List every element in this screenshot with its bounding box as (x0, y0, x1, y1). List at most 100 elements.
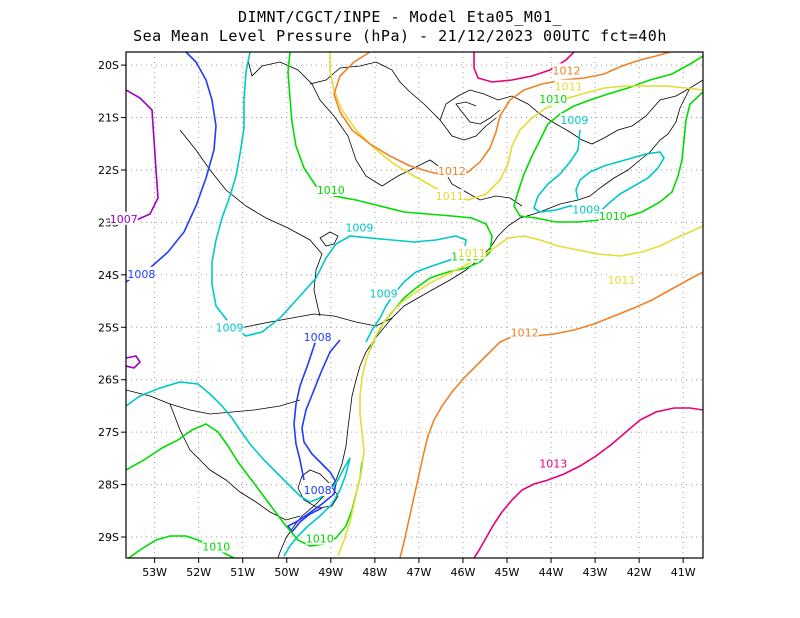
state-border (169, 403, 301, 521)
contour-label: 1012 (552, 64, 580, 77)
contour-label: 1012 (511, 327, 539, 340)
lat-tick-label: 27S (98, 426, 119, 439)
isobar-1013 (473, 52, 575, 83)
contour-label: 1013 (539, 458, 567, 471)
contour-label: 1011 (555, 81, 583, 94)
lat-tick-label: 28S (98, 479, 119, 492)
state-border (309, 61, 497, 141)
lagoon (319, 231, 339, 247)
contour-labels: 1007100810081008100910091009100910091010… (109, 63, 636, 554)
lat-tick-label: 24S (98, 269, 119, 282)
contour-label: 1010 (306, 533, 334, 546)
isobar-1009 (283, 457, 351, 557)
contour-label-bg (303, 329, 332, 343)
isobar-1011 (329, 52, 703, 201)
contour-label-bg (437, 164, 466, 178)
contour-label: 1010 (539, 93, 567, 106)
contour-label-bg (457, 245, 486, 259)
isobar-1009 (533, 129, 665, 213)
contour-label: 1009 (572, 203, 600, 216)
lon-tick-label: 51W (230, 566, 255, 579)
map-grid (126, 52, 703, 558)
contour-label-bg (305, 531, 334, 545)
contour-label-bg (560, 113, 589, 127)
contour-label: 1011 (608, 274, 636, 287)
contour-label: 1012 (438, 165, 466, 178)
contour-label-bg (303, 482, 332, 496)
lon-tick-label: 48W (362, 566, 387, 579)
axis-ticks: 53W 52W 51W 50W 49W 48W 47W 46W 45W 44W 43W 42W 41W 2… (98, 59, 696, 579)
lon-tick-label: 43W (583, 566, 608, 579)
isobar-1007 (126, 355, 142, 369)
state-border (229, 313, 393, 331)
contour-label: 1008 (127, 268, 155, 281)
lon-tick-label: 52W (186, 566, 211, 579)
contour-label-bg (572, 202, 601, 216)
contour-label-bg (316, 182, 345, 196)
isobars (126, 52, 703, 558)
contour-label: 1010 (599, 210, 627, 223)
contour-label: 1011 (436, 190, 464, 203)
isobar-1011 (337, 225, 703, 557)
lon-tick-label: 47W (406, 566, 431, 579)
map-title-line-2: Sea Mean Level Pressure (hPa) - 21/12/20… (133, 27, 667, 45)
contour-label: 1008 (304, 484, 332, 497)
coastline (277, 79, 703, 558)
lat-tick-label: 26S (98, 374, 119, 387)
state-border (179, 129, 323, 317)
lon-tick-label: 46W (451, 566, 476, 579)
map-frame (125, 51, 704, 559)
lat-tick-label: 25S (98, 321, 119, 334)
contour-label-bg (598, 209, 627, 223)
lon-tick-label: 50W (274, 566, 299, 579)
lat-tick-label: 20S (98, 59, 119, 72)
contour-label-bg (127, 266, 156, 280)
isobar-1010 (513, 55, 703, 223)
contour-label: 1011 (458, 247, 486, 260)
lat-tick-label: 29S (98, 531, 119, 544)
contour-label: 1008 (304, 331, 332, 344)
contour-label-bg (109, 211, 138, 225)
contour-label-bg (539, 456, 568, 470)
isobar-1012 (399, 271, 703, 558)
contour-label-bg (510, 325, 539, 339)
contour-label-bg (215, 320, 244, 334)
state-border (439, 87, 691, 145)
lat-tick-label: 22S (98, 164, 119, 177)
lon-tick-label: 44W (539, 566, 564, 579)
lon-tick-label: 49W (318, 566, 343, 579)
contour-label-bg (369, 286, 398, 300)
coastline-and-borders (126, 59, 703, 558)
lat-tick-label: 21S (98, 112, 119, 125)
contour-label: 1009 (216, 321, 244, 334)
contour-label-bg (435, 189, 464, 203)
contour-label: 1009 (370, 287, 398, 300)
isobar-1007 (126, 89, 159, 225)
contour-label-bg (607, 273, 636, 287)
map-title-line-1: DIMNT/CGCT/INPE - Model Eta05_M01_ (237, 8, 563, 26)
isobar-1008 (293, 339, 317, 481)
isobar-1009 (211, 52, 467, 343)
lon-tick-label: 45W (495, 566, 520, 579)
isobar-1010 (287, 52, 493, 351)
state-border (455, 101, 501, 125)
contour-label: 1009 (560, 114, 588, 127)
isobar-1012 (333, 52, 671, 177)
contour-label-bg (202, 539, 231, 553)
contour-label: 1009 (345, 222, 373, 235)
contour-label-bg (539, 92, 568, 106)
contour-label: 1007 (110, 213, 138, 226)
contour-label-bg (554, 79, 583, 93)
contour-label-bg (552, 63, 581, 77)
isobar-1010 (126, 423, 363, 547)
state-border (126, 389, 301, 415)
contour-label-bg (345, 220, 374, 234)
lon-tick-label: 41W (671, 566, 696, 579)
lon-tick-label: 42W (627, 566, 652, 579)
lon-tick-label: 53W (142, 566, 167, 579)
contour-label: 1010 (317, 184, 345, 197)
contour-label: 1010 (202, 541, 230, 554)
isobar-1013 (473, 407, 703, 558)
isobar-1008 (126, 52, 217, 283)
